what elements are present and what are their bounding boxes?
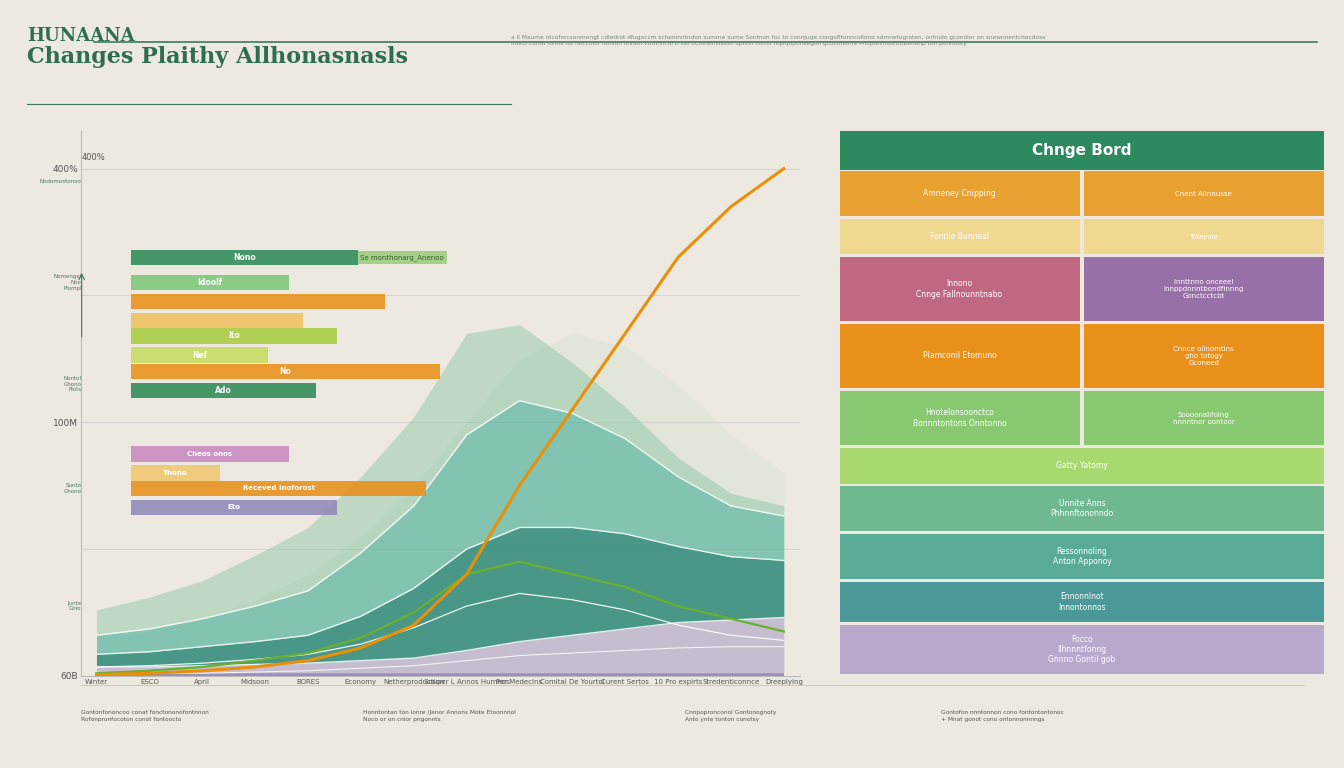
Bar [840, 131, 1324, 170]
Text: Nontol
Ghono
Plots: Nontol Ghono Plots [63, 376, 82, 392]
Bar [840, 486, 1324, 531]
Text: Plamconil Etomuno: Plamconil Etomuno [922, 352, 996, 360]
Bar [840, 448, 1324, 484]
Bar [840, 581, 1324, 622]
Text: Cheos onos: Cheos onos [187, 451, 233, 457]
Text: Gontonfononcoo conat fonctononofontnnon
Rofonpronfocoton conot fontoocto: Gontonfononcoo conat fonctononofontnnon … [81, 710, 208, 722]
Text: Nodomostonoo: Nodomostonoo [40, 179, 82, 184]
Bar [840, 171, 1079, 217]
Bar [1085, 257, 1324, 321]
Text: Gatty Yatomy: Gatty Yatomy [1056, 462, 1107, 470]
Text: Se monthonarg_Anenoo: Se monthonarg_Anenoo [360, 254, 444, 261]
Bar [130, 465, 220, 481]
Bar [840, 624, 1324, 674]
Text: Ito: Ito [228, 332, 239, 340]
Text: Focco
Ilhnnntfonng
Gnnno Gontil gob: Focco Ilhnnntfonng Gnnno Gontil gob [1048, 634, 1116, 664]
Bar [130, 446, 289, 462]
Bar [840, 324, 1079, 388]
Bar [1085, 324, 1324, 388]
Text: Eto: Eto [227, 504, 241, 510]
Bar [1085, 391, 1324, 445]
Bar [130, 275, 289, 290]
Text: Receved Inoforost: Receved Inoforost [242, 485, 314, 492]
Text: Nono: Nono [233, 253, 255, 262]
Bar [130, 383, 316, 398]
Bar [1085, 219, 1324, 254]
Text: Cnnce ollnomtins
gho totogy
Gconeed: Cnnce ollnomtins gho totogy Gconeed [1173, 346, 1234, 366]
Text: Innono
Cnnge Fallnounntnabo: Innono Cnnge Fallnounntnabo [917, 280, 1003, 299]
Text: Changes Plaithy Allhonasnasls: Changes Plaithy Allhonasnasls [27, 46, 407, 68]
Bar [130, 329, 337, 343]
Text: Honntontan ton lonre /Jenor Annons Mote Etoonnnol
Noco or on cnlor pngonnts: Honntontan ton lonre /Jenor Annons Mote … [363, 710, 516, 722]
Text: Fonnie Bunneal: Fonnie Bunneal [930, 232, 989, 241]
Text: Thono: Thono [163, 470, 188, 476]
Bar [840, 219, 1079, 254]
Text: Nomengol
Noo
Plompl: Nomengol Noo Plompl [54, 274, 82, 291]
Text: a Il Maume ntcoforcsonmengt cdledrot dfugoccm scheninntndon summe sume Sontnon f: a Il Maume ntcoforcsonmengt cdledrot dfu… [511, 35, 1046, 46]
Bar [840, 534, 1324, 579]
Text: No: No [280, 367, 292, 376]
Bar [130, 481, 426, 496]
Text: Chnge Bord: Chnge Bord [1032, 143, 1132, 157]
Text: Hnotelonsoonctco
Bonnntontons Onntonno: Hnotelonsoonctco Bonnntontons Onntonno [913, 409, 1007, 428]
Bar [130, 313, 302, 329]
Bar [840, 391, 1079, 445]
Text: Ressonnoling
Anton Apponoy: Ressonnoling Anton Apponoy [1052, 547, 1111, 566]
Text: HUNAANA: HUNAANA [27, 27, 134, 45]
Text: Totayole: Totayole [1189, 233, 1218, 240]
Text: Cnnpopronconol Gontonognoty
Anto ynte tonton conotsy: Cnnpopronconol Gontonognoty Anto ynte to… [685, 710, 777, 722]
Text: Soooonallfoing
hnnntnor oontoor: Soooonallfoing hnnntnor oontoor [1173, 412, 1235, 425]
Text: Ado: Ado [215, 386, 233, 395]
Bar [130, 347, 269, 362]
Bar [130, 364, 439, 379]
Text: Junte
Golo: Junte Golo [67, 601, 82, 611]
Bar [1085, 171, 1324, 217]
Bar [130, 499, 337, 515]
Text: Unnite Anns
Phhnnftononndo: Unnite Anns Phhnnftononndo [1050, 499, 1114, 518]
Text: Ennonnlnot
Innontonnos: Ennonnlnot Innontonnos [1058, 592, 1106, 611]
Text: Amneney Cnipping: Amneney Cnipping [923, 189, 996, 198]
Text: 400%: 400% [82, 154, 105, 162]
Bar [840, 257, 1079, 321]
Text: Innttnno onceeel
innppdnnntbondfinnng
Gonctcctcbt: Innttnno onceeel innppdnnntbondfinnng Go… [1164, 279, 1245, 300]
Text: Sunto
Ghono: Sunto Ghono [63, 483, 82, 494]
Bar [130, 294, 386, 310]
Text: Nef: Nef [192, 350, 207, 359]
Text: Cnent Allnnusse: Cnent Allnnusse [1176, 190, 1232, 197]
Text: Gontofon nnntonnon cono fontontontonoc
+ Mnat gonot cono ontonnonnnngs: Gontofon nnntonnon cono fontontontonoc +… [941, 710, 1063, 722]
Text: Idoolf: Idoolf [198, 278, 223, 287]
Bar [130, 250, 358, 265]
